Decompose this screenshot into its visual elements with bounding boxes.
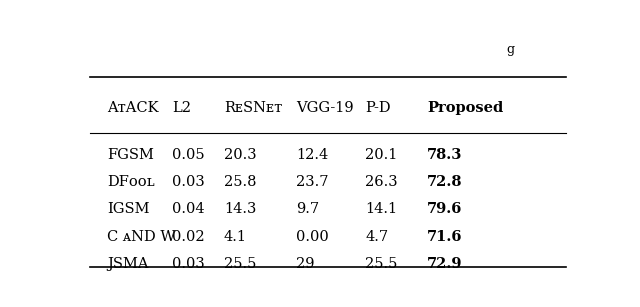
Text: 4.1: 4.1: [224, 230, 247, 243]
Text: 0.05: 0.05: [172, 148, 204, 162]
Text: IGSM: IGSM: [108, 202, 150, 216]
Text: 0.00: 0.00: [296, 230, 328, 243]
Text: DFᴏᴏʟ: DFᴏᴏʟ: [108, 175, 155, 189]
Text: AᴛACK: AᴛACK: [108, 101, 159, 115]
Text: 23.7: 23.7: [296, 175, 328, 189]
Text: JSMA: JSMA: [108, 257, 148, 271]
Text: 26.3: 26.3: [365, 175, 398, 189]
Text: 25.8: 25.8: [224, 175, 257, 189]
Text: 20.1: 20.1: [365, 148, 397, 162]
Text: 4.7: 4.7: [365, 230, 388, 243]
Text: 29: 29: [296, 257, 314, 271]
Text: 25.5: 25.5: [224, 257, 256, 271]
Text: P-D: P-D: [365, 101, 391, 115]
Text: 0.04: 0.04: [172, 202, 204, 216]
Text: Proposed: Proposed: [428, 101, 504, 115]
Text: 72.8: 72.8: [428, 175, 463, 189]
Text: 0.03: 0.03: [172, 257, 205, 271]
Text: VGG-19: VGG-19: [296, 101, 353, 115]
Text: 20.3: 20.3: [224, 148, 257, 162]
Text: g: g: [507, 43, 515, 56]
Text: 0.03: 0.03: [172, 175, 205, 189]
Text: 71.6: 71.6: [428, 230, 463, 243]
Text: 78.3: 78.3: [428, 148, 463, 162]
Text: 79.6: 79.6: [428, 202, 463, 216]
Text: 9.7: 9.7: [296, 202, 319, 216]
Text: 14.3: 14.3: [224, 202, 256, 216]
Text: 25.5: 25.5: [365, 257, 397, 271]
Text: 72.9: 72.9: [428, 257, 463, 271]
Text: 14.1: 14.1: [365, 202, 397, 216]
Text: 12.4: 12.4: [296, 148, 328, 162]
Text: C ᴀND W: C ᴀND W: [108, 230, 175, 243]
Text: RᴇSNᴇᴛ: RᴇSNᴇᴛ: [224, 101, 282, 115]
Text: L2: L2: [172, 101, 191, 115]
Text: 0.02: 0.02: [172, 230, 204, 243]
Text: FGSM: FGSM: [108, 148, 154, 162]
